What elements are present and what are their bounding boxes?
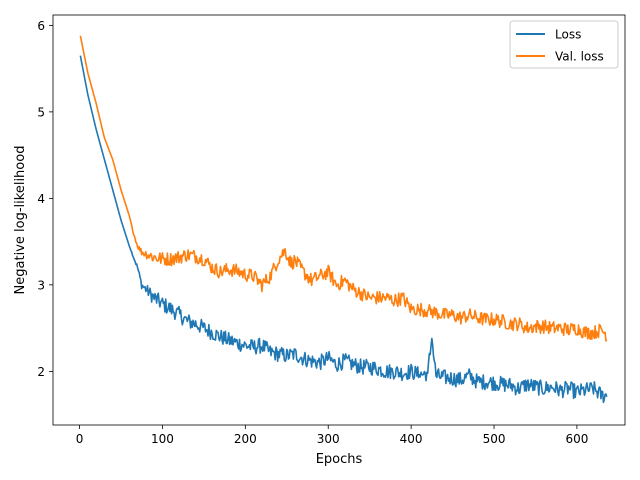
y-tick-label: 3	[37, 278, 45, 292]
legend-label-loss: Loss	[555, 28, 581, 42]
y-axis-label: Negative log-likelihood	[13, 146, 28, 295]
x-axis-label: Epochs	[316, 452, 363, 467]
x-tick-label: 500	[483, 432, 506, 446]
legend-label-val-loss: Val. loss	[555, 50, 604, 64]
legend: Loss Val. loss	[509, 20, 619, 69]
x-tick-label: 400	[400, 432, 423, 446]
series-layer	[79, 35, 608, 404]
y-tick-label: 5	[37, 105, 45, 119]
x-axis-ticks: 0 100 200 300 400 500 600	[76, 425, 588, 446]
x-tick-label: 600	[565, 432, 588, 446]
x-tick-label: 300	[317, 432, 340, 446]
y-tick-label: 6	[37, 19, 45, 33]
x-tick-label: 200	[234, 432, 257, 446]
x-tick-label: 100	[151, 432, 174, 446]
series-line-val-loss	[79, 35, 608, 342]
y-tick-label: 4	[37, 192, 45, 206]
y-tick-label: 2	[37, 365, 45, 379]
series-line-loss	[79, 55, 608, 404]
y-axis-ticks: 2 3 4 5 6	[37, 19, 53, 379]
x-tick-label: 0	[76, 432, 84, 446]
plot-area-frame	[52, 14, 626, 426]
